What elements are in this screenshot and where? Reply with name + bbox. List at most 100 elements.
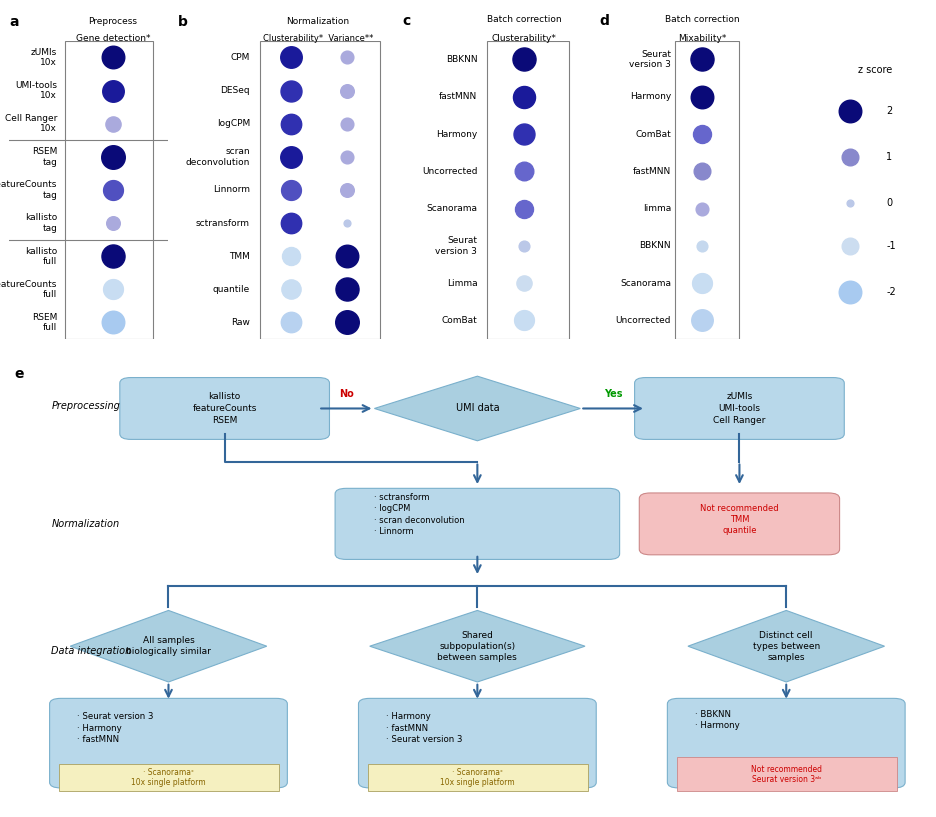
Text: zUMIs
UMI-tools
Cell Ranger: zUMIs UMI-tools Cell Ranger (713, 392, 766, 425)
Point (284, 316, 299, 329)
Point (517, 202, 532, 215)
Point (339, 250, 354, 263)
Point (517, 53, 532, 66)
Point (695, 127, 709, 141)
Polygon shape (374, 376, 580, 441)
FancyBboxPatch shape (120, 377, 329, 440)
Point (695, 239, 709, 252)
Point (339, 84, 354, 97)
Point (339, 316, 354, 329)
Polygon shape (70, 610, 267, 682)
Text: Preprocess: Preprocess (88, 17, 138, 26)
Text: Distinct cell
types between
samples: Distinct cell types between samples (753, 631, 820, 662)
Text: TMM: TMM (229, 252, 250, 261)
FancyBboxPatch shape (639, 493, 840, 555)
Text: limma: limma (643, 204, 671, 213)
Text: 2: 2 (886, 106, 893, 116)
Text: Clusterability*: Clusterability* (491, 33, 557, 42)
Text: quantile: quantile (212, 285, 250, 294)
Point (284, 51, 299, 64)
Text: c: c (402, 14, 411, 28)
Text: · sctransform
· logCPM
· scran deconvolution
· Linnorm: · sctransform · logCPM · scran deconvolu… (374, 493, 465, 536)
Point (284, 117, 299, 130)
Text: · BBKNN
· Harmony: · BBKNN · Harmony (695, 710, 739, 730)
Point (517, 165, 532, 178)
Point (339, 283, 354, 296)
Point (843, 196, 858, 209)
Text: Normalization: Normalization (51, 519, 120, 529)
Text: Seurat
version 3: Seurat version 3 (629, 50, 671, 69)
Point (106, 217, 121, 230)
Point (106, 51, 121, 64)
Text: Data integration: Data integration (51, 645, 132, 656)
Point (106, 84, 121, 97)
Polygon shape (688, 610, 885, 682)
Point (339, 217, 354, 230)
Text: · Scanoramaᵓ
10x single platform: · Scanoramaᵓ 10x single platform (131, 768, 206, 788)
Point (695, 90, 709, 103)
FancyBboxPatch shape (59, 765, 279, 791)
Point (339, 150, 354, 163)
Point (106, 283, 121, 296)
Text: RSEM
full: RSEM full (32, 313, 57, 333)
Point (339, 51, 354, 64)
Point (339, 184, 354, 197)
Point (843, 285, 858, 298)
Text: DESeq: DESeq (220, 86, 250, 95)
Point (339, 117, 354, 130)
Text: Batch correction: Batch correction (487, 15, 562, 24)
FancyBboxPatch shape (677, 757, 897, 791)
Text: Harmony: Harmony (630, 92, 671, 101)
Point (106, 117, 121, 130)
Point (517, 127, 532, 141)
Text: 0: 0 (886, 198, 893, 208)
Text: sctransform: sctransform (196, 219, 250, 228)
Text: Scanorama: Scanorama (621, 279, 671, 288)
Text: Linnorm: Linnorm (212, 185, 250, 194)
Text: Clusterability*  Variance**: Clusterability* Variance** (263, 33, 373, 42)
Point (843, 239, 858, 252)
Point (284, 250, 299, 263)
Point (284, 150, 299, 163)
Text: Normalization: Normalization (286, 17, 349, 26)
Text: featureCounts
full: featureCounts full (0, 279, 57, 299)
Text: · Harmony
· fastMNN
· Seurat version 3: · Harmony · fastMNN · Seurat version 3 (386, 712, 462, 744)
Text: RSEM
tag: RSEM tag (32, 147, 57, 167)
Point (695, 53, 709, 66)
Text: Not recommended
Seurat version 3ᵃᵇ: Not recommended Seurat version 3ᵃᵇ (751, 765, 822, 784)
Text: UMI-tools
10x: UMI-tools 10x (15, 81, 57, 100)
Point (106, 250, 121, 263)
Polygon shape (370, 610, 585, 682)
FancyBboxPatch shape (635, 377, 844, 440)
Point (106, 150, 121, 163)
Text: Gene detection*: Gene detection* (76, 33, 150, 42)
Text: d: d (599, 14, 609, 28)
Text: fastMNN: fastMNN (633, 167, 671, 176)
Point (695, 314, 709, 327)
Text: Cell Ranger
10x: Cell Ranger 10x (5, 114, 57, 133)
Text: NATURE BIOTECHNOLOGY: NATURE BIOTECHNOLOGY (9, 5, 269, 24)
Text: BBKNN: BBKNN (446, 55, 477, 64)
Text: · Seurat version 3
· Harmony
· fastMNN: · Seurat version 3 · Harmony · fastMNN (77, 712, 154, 744)
Text: Shared
subpopulation(s)
between samples: Shared subpopulation(s) between samples (437, 631, 518, 662)
Point (695, 277, 709, 290)
Point (695, 165, 709, 178)
Text: Harmony: Harmony (436, 130, 477, 139)
Text: 1: 1 (886, 152, 893, 162)
Text: Mixability*: Mixability* (678, 33, 726, 42)
Text: e: e (14, 367, 23, 381)
Text: Seurat
version 3: Seurat version 3 (435, 236, 477, 256)
Point (517, 239, 532, 252)
Text: -2: -2 (886, 287, 896, 297)
FancyBboxPatch shape (368, 765, 588, 791)
Text: UMI data: UMI data (456, 404, 499, 413)
Point (284, 84, 299, 97)
Point (284, 184, 299, 197)
Text: · Scanoramaᵓ
10x single platform: · Scanoramaᵓ 10x single platform (440, 768, 515, 788)
Point (106, 184, 121, 197)
Text: ARTICLES: ARTICLES (816, 4, 927, 25)
Point (843, 105, 858, 118)
Point (843, 150, 858, 163)
Text: fastMNN: fastMNN (439, 92, 477, 101)
Point (517, 90, 532, 103)
